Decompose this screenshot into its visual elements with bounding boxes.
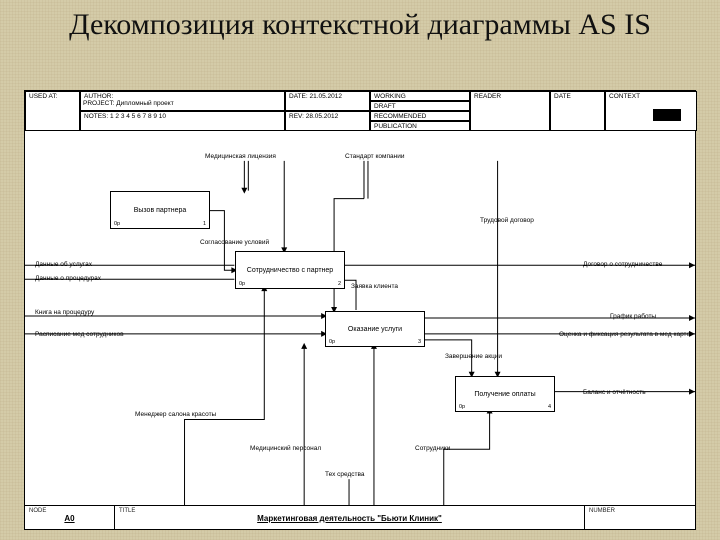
lbl-med-pers: Медицинский персонал bbox=[250, 445, 321, 452]
lbl-danny-proc: Данные о процедурах bbox=[35, 275, 101, 282]
activity-box-3: Оказание услуги 0р 3 bbox=[325, 311, 425, 347]
lbl-zayav: Заявка клиента bbox=[351, 283, 398, 290]
hdr-working: WORKING bbox=[370, 91, 470, 101]
box3-numl: 0р bbox=[329, 339, 335, 345]
lbl-trud: Трудовой договор bbox=[480, 217, 534, 224]
hdr-notes: NOTES: 1 2 3 4 5 6 7 8 9 10 bbox=[80, 111, 285, 131]
box3-label: Оказание услуги bbox=[348, 326, 402, 333]
lbl-soglasov: Согласование условий bbox=[200, 239, 269, 246]
lbl-kniga: Книга на процедуру bbox=[35, 309, 94, 316]
hdr-draft: DRAFT bbox=[370, 101, 470, 111]
foot-title: TITLE Маркетинговая деятельность "Бьюти … bbox=[115, 506, 585, 529]
hdr-publication: PUBLICATION bbox=[370, 121, 470, 131]
hdr-project: PROJECT: Дипломный проект bbox=[80, 91, 285, 111]
lbl-rasp: Расписание мед сотрудников bbox=[35, 331, 124, 338]
lbl-zaversh: Завершение акции bbox=[445, 353, 502, 360]
diagram-sheet: USED AT: AUTHOR: NOTES: 1 2 3 4 5 6 7 8 … bbox=[24, 90, 696, 530]
box1-numl: 0р bbox=[114, 221, 120, 227]
lbl-med-lic: Медицинская лицензия bbox=[205, 153, 276, 160]
activity-box-4: Получение оплаты 0р 4 bbox=[455, 376, 555, 412]
hdr-context: CONTEXT bbox=[605, 91, 697, 131]
lbl-sotrud: Сотрудники bbox=[415, 445, 450, 452]
lbl-dogovor: Договор о сотрудничестве bbox=[583, 261, 662, 268]
foot-number-lbl: NUMBER bbox=[589, 508, 693, 514]
foot-node-val: A0 bbox=[29, 514, 110, 523]
hdr-reader: READER bbox=[470, 91, 550, 131]
foot-node: NODE A0 bbox=[25, 506, 115, 529]
page-title: Декомпозиция контекстной диаграммы AS IS bbox=[0, 0, 720, 46]
foot-number: NUMBER bbox=[585, 506, 697, 529]
lbl-std-comp: Стандарт компании bbox=[345, 153, 404, 160]
box2-numr: 2 bbox=[338, 281, 341, 287]
box3-numr: 3 bbox=[418, 339, 421, 345]
lbl-grafik: График работы bbox=[610, 313, 656, 320]
foot-title-val: Маркетинговая деятельность "Бьюти Клиник… bbox=[119, 514, 580, 523]
idef0-body: Вызов партнера 0р 1 Сотрудничество с пар… bbox=[25, 131, 695, 505]
box4-numl: 0р bbox=[459, 404, 465, 410]
box2-label: Сотрудничество с партнер bbox=[247, 267, 333, 274]
activity-box-2: Сотрудничество с партнер 0р 2 bbox=[235, 251, 345, 289]
hdr-usedat: USED AT: bbox=[25, 91, 80, 131]
box4-numr: 4 bbox=[548, 404, 551, 410]
lbl-balans: Баланс и отчётность bbox=[583, 389, 646, 396]
context-mark bbox=[653, 109, 681, 121]
activity-box-1: Вызов партнера 0р 1 bbox=[110, 191, 210, 229]
hdr-date2: DATE bbox=[550, 91, 605, 131]
lbl-manager: Менеджер салона красоты bbox=[135, 411, 216, 418]
box2-numl: 0р bbox=[239, 281, 245, 287]
lbl-danny-usl: Данные об услугах bbox=[35, 261, 92, 268]
footer-row: NODE A0 TITLE Маркетинговая деятельность… bbox=[25, 505, 695, 529]
box4-label: Получение оплаты bbox=[474, 391, 535, 398]
hdr-recommended: RECOMMENDED bbox=[370, 111, 470, 121]
hdr-rev: REV: 28.05.2012 bbox=[285, 111, 370, 131]
lbl-tech: Тех средства bbox=[325, 471, 365, 478]
hdr-date: DATE: 21.05.2012 bbox=[285, 91, 370, 111]
lbl-ocenka: Оценка и фиксация результата в мед карте bbox=[559, 331, 690, 338]
box1-label: Вызов партнера bbox=[134, 207, 187, 214]
box1-numr: 1 bbox=[203, 221, 206, 227]
